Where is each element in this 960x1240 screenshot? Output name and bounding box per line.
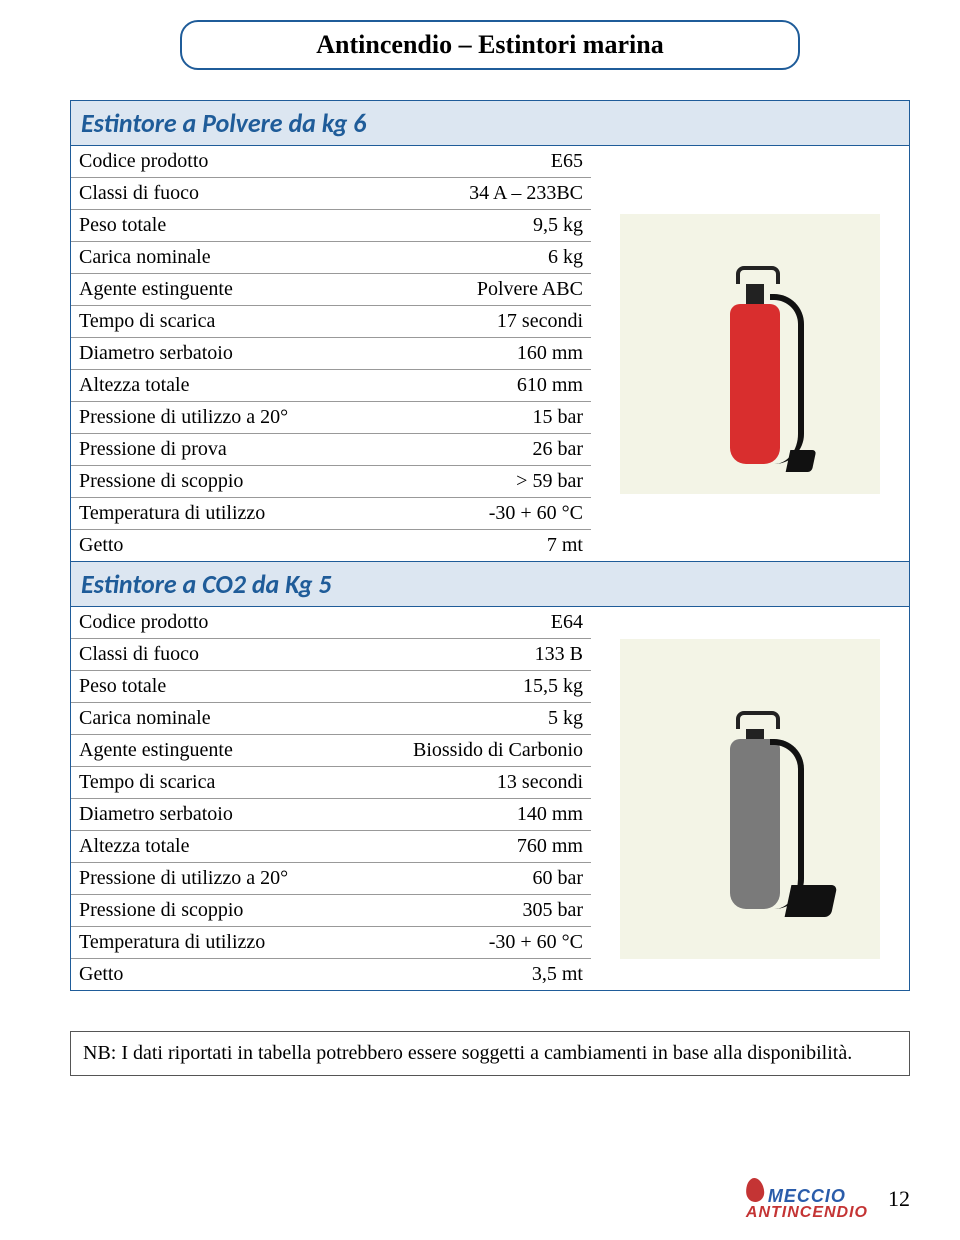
extinguisher-co2-image (620, 639, 880, 959)
spec-label: Pressione di scoppio (71, 895, 331, 926)
section1-image-cell (591, 146, 909, 561)
spec-row: Classi di fuoco34 A – 233BC (71, 178, 591, 210)
spec-value: E64 (331, 607, 591, 638)
section2-spec-table: Codice prodottoE64Classi di fuoco133 BPe… (71, 607, 591, 990)
spec-label: Getto (71, 959, 331, 990)
spec-row: Pressione di scoppio> 59 bar (71, 466, 591, 498)
spec-label: Pressione di scoppio (71, 466, 331, 497)
spec-row: Carica nominale6 kg (71, 242, 591, 274)
spec-value: Polvere ABC (331, 274, 591, 305)
spec-value: 3,5 mt (331, 959, 591, 990)
spec-value: 60 bar (331, 863, 591, 894)
section1-spec-table: Codice prodottoE65Classi di fuoco34 A – … (71, 146, 591, 561)
spec-label: Pressione di utilizzo a 20° (71, 402, 331, 433)
flame-icon (745, 1177, 765, 1202)
footer-logo: MECCIO ANTINCENDIO (746, 1178, 868, 1220)
spec-label: Peso totale (71, 671, 331, 702)
spec-value: 5 kg (331, 703, 591, 734)
spec-value: 15,5 kg (331, 671, 591, 702)
spec-row: Classi di fuoco133 B (71, 639, 591, 671)
spec-value: 160 mm (331, 338, 591, 369)
section1-row: Codice prodottoE65Classi di fuoco34 A – … (71, 146, 909, 562)
spec-value: 13 secondi (331, 767, 591, 798)
spec-row: Carica nominale5 kg (71, 703, 591, 735)
spec-label: Altezza totale (71, 831, 331, 862)
spec-row: Temperatura di utilizzo-30 + 60 °C (71, 927, 591, 959)
spec-label: Agente estinguente (71, 735, 331, 766)
spec-row: Pressione di utilizzo a 20°60 bar (71, 863, 591, 895)
spec-value: 9,5 kg (331, 210, 591, 241)
spec-row: Pressione di prova26 bar (71, 434, 591, 466)
spec-row: Codice prodottoE65 (71, 146, 591, 178)
spec-label: Tempo di scarica (71, 306, 331, 337)
page-number: 12 (888, 1186, 910, 1212)
spec-label: Diametro serbatoio (71, 799, 331, 830)
spec-value: -30 + 60 °C (331, 498, 591, 529)
spec-row: Agente estinguentePolvere ABC (71, 274, 591, 306)
spec-row: Tempo di scarica13 secondi (71, 767, 591, 799)
spec-label: Temperatura di utilizzo (71, 498, 331, 529)
spec-row: Pressione di scoppio305 bar (71, 895, 591, 927)
spec-value: > 59 bar (331, 466, 591, 497)
spec-value: 610 mm (331, 370, 591, 401)
spec-label: Altezza totale (71, 370, 331, 401)
spec-label: Carica nominale (71, 703, 331, 734)
spec-label: Codice prodotto (71, 146, 331, 177)
page-header: Antincendio – Estintori marina (180, 20, 800, 70)
spec-value: 6 kg (331, 242, 591, 273)
spec-label: Getto (71, 530, 331, 561)
spec-row: Temperatura di utilizzo-30 + 60 °C (71, 498, 591, 530)
spec-row: Altezza totale610 mm (71, 370, 591, 402)
spec-label: Pressione di utilizzo a 20° (71, 863, 331, 894)
spec-label: Temperatura di utilizzo (71, 927, 331, 958)
section2-title: Estintore a CO2 da Kg 5 (71, 562, 909, 607)
spec-label: Classi di fuoco (71, 178, 331, 209)
spec-row: Codice prodottoE64 (71, 607, 591, 639)
spec-row: Diametro serbatoio140 mm (71, 799, 591, 831)
note-box: NB: I dati riportati in tabella potrebbe… (70, 1031, 910, 1076)
spec-value: 34 A – 233BC (331, 178, 591, 209)
spec-row: Diametro serbatoio160 mm (71, 338, 591, 370)
spec-label: Codice prodotto (71, 607, 331, 638)
spec-label: Carica nominale (71, 242, 331, 273)
spec-row: Peso totale15,5 kg (71, 671, 591, 703)
spec-row: Altezza totale760 mm (71, 831, 591, 863)
spec-row: Pressione di utilizzo a 20°15 bar (71, 402, 591, 434)
spec-label: Pressione di prova (71, 434, 331, 465)
section2-image-cell (591, 607, 909, 990)
spec-label: Diametro serbatoio (71, 338, 331, 369)
main-container: Estintore a Polvere da kg 6 Codice prodo… (70, 100, 910, 991)
spec-value: 760 mm (331, 831, 591, 862)
spec-value: 15 bar (331, 402, 591, 433)
spec-row: Agente estinguenteBiossido di Carbonio (71, 735, 591, 767)
spec-row: Tempo di scarica17 secondi (71, 306, 591, 338)
spec-value: -30 + 60 °C (331, 927, 591, 958)
spec-value: 140 mm (331, 799, 591, 830)
extinguisher-powder-image (620, 214, 880, 494)
section1-title: Estintore a Polvere da kg 6 (71, 101, 909, 146)
spec-label: Classi di fuoco (71, 639, 331, 670)
spec-value: 305 bar (331, 895, 591, 926)
spec-value: 7 mt (331, 530, 591, 561)
spec-value: 26 bar (331, 434, 591, 465)
spec-value: E65 (331, 146, 591, 177)
spec-label: Agente estinguente (71, 274, 331, 305)
spec-row: Peso totale9,5 kg (71, 210, 591, 242)
section2-row: Codice prodottoE64Classi di fuoco133 BPe… (71, 607, 909, 990)
spec-row: Getto7 mt (71, 530, 591, 561)
spec-value: 133 B (331, 639, 591, 670)
spec-value: 17 secondi (331, 306, 591, 337)
spec-row: Getto3,5 mt (71, 959, 591, 990)
spec-label: Tempo di scarica (71, 767, 331, 798)
footer: MECCIO ANTINCENDIO 12 (746, 1178, 910, 1220)
spec-label: Peso totale (71, 210, 331, 241)
footer-brand-2: ANTINCENDIO (746, 1206, 868, 1220)
spec-value: Biossido di Carbonio (331, 735, 591, 766)
